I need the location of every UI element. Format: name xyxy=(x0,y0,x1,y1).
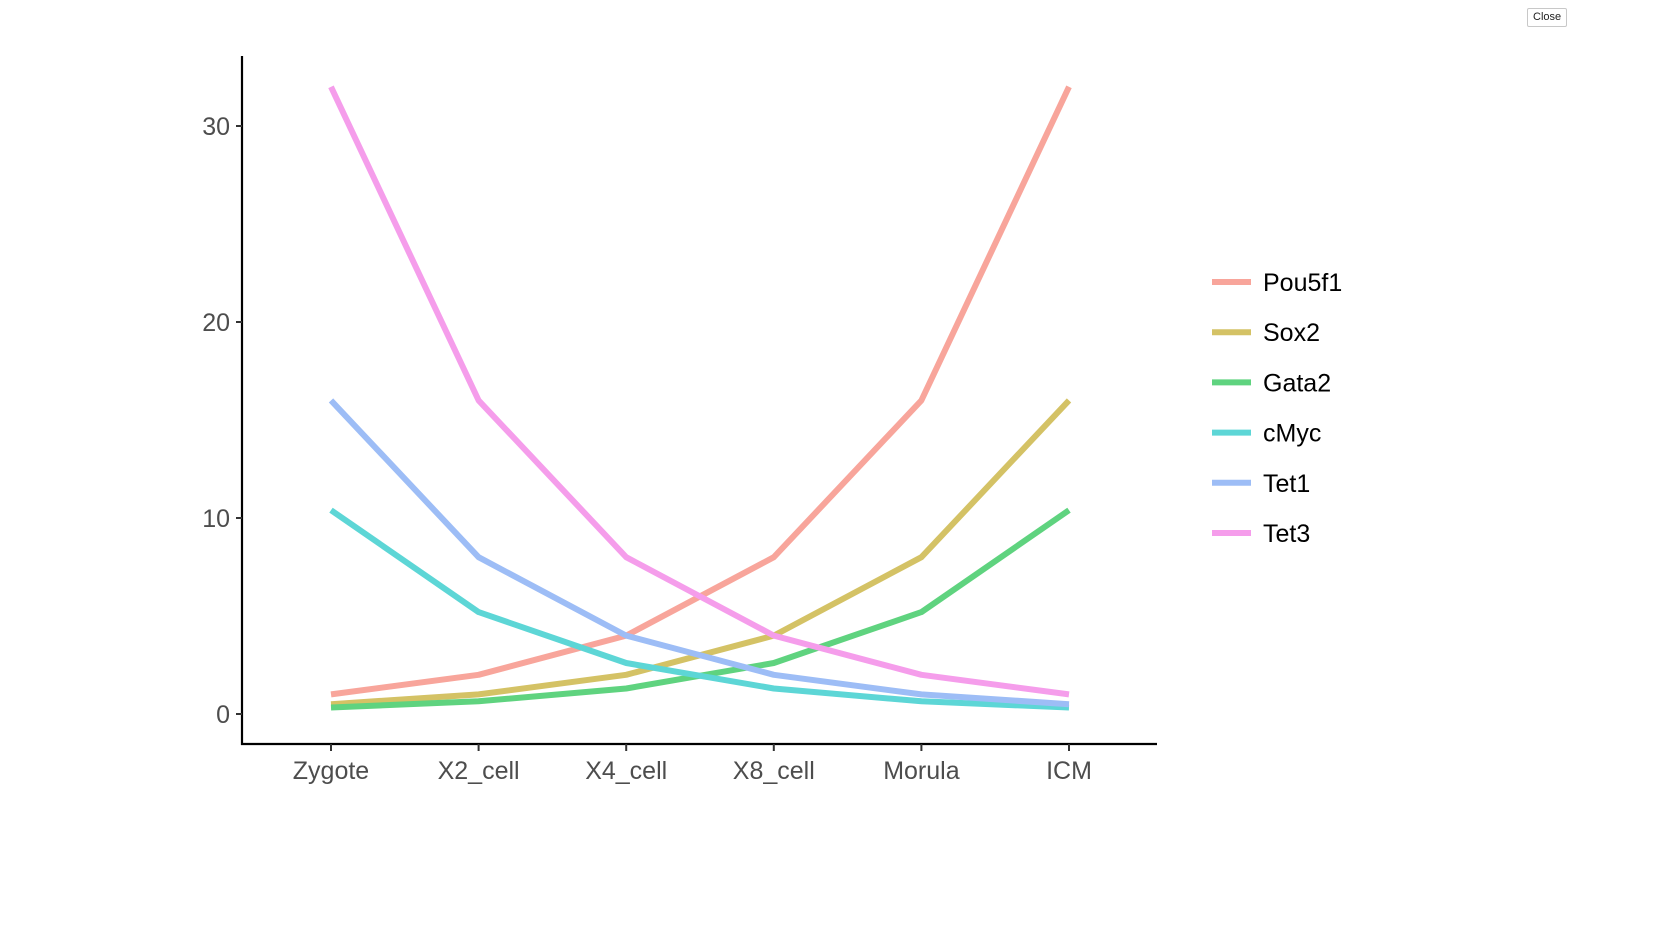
x-tick-label: X4_cell xyxy=(585,757,667,785)
legend-label: Sox2 xyxy=(1263,319,1320,347)
series-line-sox2 xyxy=(330,398,1072,708)
series-layer xyxy=(328,85,1072,711)
series-line-pou5f1 xyxy=(330,85,1072,698)
legend-label: Tet3 xyxy=(1263,520,1310,548)
legend-label: Pou5f1 xyxy=(1263,269,1342,297)
y-tick-label: 10 xyxy=(202,505,230,533)
series-line-tet1 xyxy=(328,398,1070,708)
legend-item-sox2: Sox2 xyxy=(1212,319,1320,347)
legend-item-cmyc: cMyc xyxy=(1212,420,1321,448)
legend-label: Gata2 xyxy=(1263,369,1331,397)
series-line-tet3 xyxy=(328,85,1070,698)
x-tick-label: X2_cell xyxy=(438,757,520,785)
series-line-cmyc xyxy=(329,507,1070,711)
legend-label: cMyc xyxy=(1263,420,1321,448)
legend-item-tet1: Tet1 xyxy=(1212,470,1310,498)
legend-item-gata2: Gata2 xyxy=(1212,369,1331,397)
legend-item-pou5f1: Pou5f1 xyxy=(1212,269,1342,297)
close-button[interactable]: Close xyxy=(1527,8,1568,27)
x-tick-label: Morula xyxy=(883,757,960,785)
axes-layer: 0 10 20 30 Zygote X2_cell X4_cell X8_cell Morula… xyxy=(202,56,1157,785)
legend-label: Tet1 xyxy=(1263,470,1310,498)
y-tick-label: 20 xyxy=(202,309,230,337)
legend: Pou5f1 Sox2 Gata2 cMyc Tet1 Tet3 xyxy=(1212,269,1342,548)
y-tick-label: 30 xyxy=(202,113,230,141)
legend-item-tet3: Tet3 xyxy=(1212,520,1310,548)
x-tick-label: ICM xyxy=(1046,757,1092,785)
x-tick-label: X8_cell xyxy=(733,757,815,785)
y-tick-label: 0 xyxy=(216,701,230,729)
x-tick-label: Zygote xyxy=(293,757,369,785)
